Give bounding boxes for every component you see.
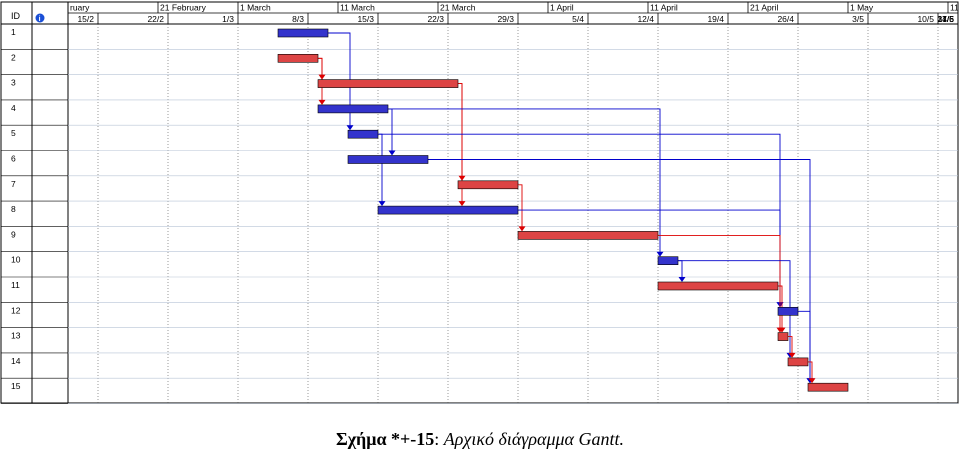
dependency-link [678, 260, 791, 354]
task-bar [457, 180, 519, 190]
dependency-link [658, 234, 781, 329]
dependency-link [378, 133, 383, 203]
week-label: 12/4 [637, 14, 654, 24]
task-bars [277, 28, 849, 392]
task-bar [657, 256, 679, 266]
dependency-arrowhead [778, 327, 786, 333]
row-id: 11 [11, 280, 20, 290]
task-bar [347, 129, 379, 139]
week-label: 22/3 [427, 14, 444, 24]
dependency-link [678, 260, 683, 278]
task-bar [317, 79, 459, 88]
info-icon-glyph: i [39, 16, 41, 23]
period-label: 1 May [850, 3, 874, 13]
week-label: 24/5 [937, 14, 954, 24]
week-label: 1/3 [222, 14, 234, 24]
dependency-arrowhead [378, 201, 386, 207]
row-id: 12 [11, 305, 21, 315]
timescale-header: ID i 15/2 22/2 1/3 8/3 15/3 22/3 29/3 5/4 12/4 19/4… [11, 2, 960, 24]
period-label: 21 March [440, 3, 476, 13]
week-label: 29/3 [497, 14, 514, 24]
week-label: 15/3 [357, 14, 374, 24]
row-id: 6 [11, 154, 16, 164]
row-id: 9 [11, 229, 16, 239]
dependency-arrowhead [458, 201, 466, 207]
dependency-arrowhead [656, 251, 664, 257]
task-bar [347, 155, 429, 164]
task-bar [787, 357, 809, 367]
dependency-arrowhead [808, 378, 816, 384]
task-bar [657, 281, 779, 291]
dependency-link [428, 159, 811, 380]
task-bar [777, 306, 799, 316]
week-label: 8/3 [292, 14, 304, 24]
dependency-arrowhead [346, 125, 354, 131]
id-header-label: ID [11, 11, 21, 21]
row-id: 14 [11, 356, 21, 366]
grid [0, 1, 959, 404]
row-id: 13 [11, 331, 21, 341]
row-id: 2 [11, 52, 16, 62]
dependency-link [318, 57, 323, 76]
period-label: 1 March [240, 3, 271, 13]
period-label: 21 April [750, 3, 778, 13]
dependency-arrowhead [388, 150, 396, 156]
task-bar [317, 104, 389, 114]
week-label: 22/2 [147, 14, 164, 24]
row-id: 10 [11, 255, 21, 265]
task-bar [517, 231, 659, 240]
period-label: ruary [70, 3, 90, 13]
row-id: 5 [11, 128, 16, 138]
dependency-link [798, 310, 811, 380]
task-bar [377, 205, 519, 215]
dependency-link [458, 83, 463, 203]
dependency-link [328, 32, 351, 127]
period-label: 11 May [950, 3, 960, 13]
week-label: 5/4 [572, 14, 584, 24]
gantt-chart: ID i 15/2 22/2 1/3 8/3 15/3 22/3 29/3 5/4 12/4 19/4… [0, 1, 960, 404]
caption-colon: : [434, 429, 444, 449]
week-label: 19/4 [707, 14, 724, 24]
task-bar [777, 332, 789, 341]
info-icon [35, 13, 45, 23]
caption-label: Σχήμα *+-15 [335, 429, 435, 449]
row-id: 7 [11, 179, 16, 189]
dependency-link [388, 108, 393, 152]
dependency-arrowhead [318, 99, 326, 105]
task-bar [277, 28, 329, 38]
dependency-link [458, 83, 463, 177]
row-id: 4 [11, 103, 16, 113]
caption-text: Αρχικό διάγραμμα Gantt. [443, 429, 625, 449]
week-label: 31/5 [937, 14, 954, 24]
dependency-link [518, 184, 523, 228]
week-label: 7/6 [942, 14, 954, 24]
row-id: 8 [11, 204, 16, 214]
week-label: 14/6 [937, 14, 954, 24]
period-label: 1 April [550, 3, 574, 13]
period-label: 11 April [650, 3, 678, 13]
figure-caption: Σχήμα *+-15: Αρχικό διάγραμμα Gantt. [0, 429, 960, 450]
week-label: 3/5 [852, 14, 864, 24]
chart-frame [0, 1, 959, 404]
task-bar [807, 382, 849, 392]
period-label: 11 March [340, 3, 375, 13]
dependency-links [318, 32, 816, 384]
week-label: 17/5 [937, 14, 954, 24]
dependency-arrowhead [678, 277, 686, 282]
week-label: 15/2 [77, 14, 94, 24]
dependency-link [808, 361, 813, 380]
dependency-link [788, 336, 793, 354]
row-id: 3 [11, 78, 16, 88]
week-label: 26/4 [777, 14, 794, 24]
period-label: 21 February [160, 3, 207, 13]
row-id: 15 [11, 381, 21, 391]
week-label: 10/5 [917, 14, 934, 24]
row-id: 1 [11, 27, 16, 37]
dependency-arrowhead [788, 352, 796, 358]
dependency-arrowhead [518, 226, 526, 232]
dependency-link [388, 108, 661, 253]
task-bar [277, 53, 319, 63]
